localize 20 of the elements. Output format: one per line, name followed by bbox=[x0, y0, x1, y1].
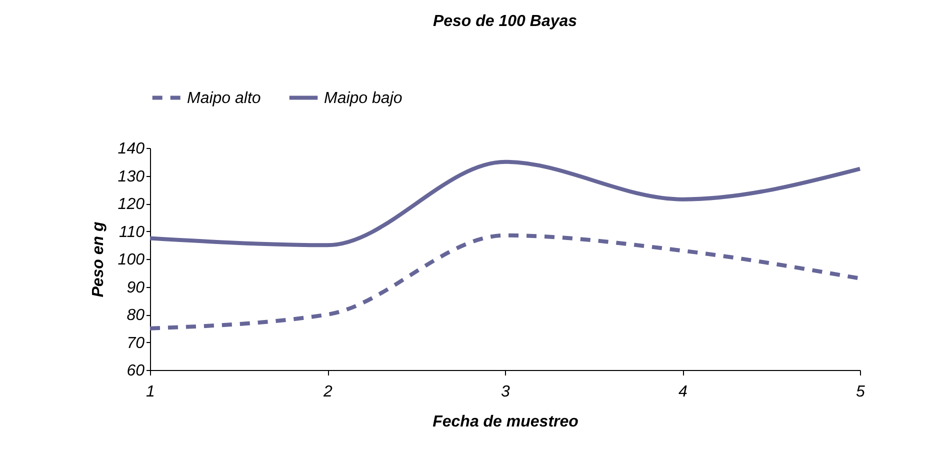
x-tick-label: 3 bbox=[501, 384, 510, 400]
x-tick-label: 2 bbox=[322, 384, 333, 400]
y-tick-label: 80 bbox=[126, 307, 145, 324]
y-axis-title: Peso en g bbox=[90, 221, 107, 298]
x-tick-label: 4 bbox=[678, 384, 688, 400]
y-tick-label: 130 bbox=[118, 168, 145, 186]
y-tick-label: 120 bbox=[118, 196, 145, 213]
x-tick-label: 5 bbox=[856, 384, 866, 400]
y-tick-label: 100 bbox=[118, 252, 145, 268]
y-tick-label: 90 bbox=[126, 279, 145, 296]
y-tick-label: 60 bbox=[126, 362, 145, 380]
y-tick-label: 110 bbox=[118, 224, 145, 241]
y-tick-label: 70 bbox=[126, 334, 145, 352]
x-axis-title: Fecha de muestreo bbox=[432, 414, 579, 430]
x-tick-label: 1 bbox=[146, 384, 155, 400]
chart-title: Peso de 100 Bayas bbox=[432, 13, 578, 30]
legend-label: Maipo bajo bbox=[324, 90, 402, 107]
legend-label: Maipo alto bbox=[187, 90, 261, 107]
y-tick-label: 140 bbox=[118, 140, 145, 158]
line-series bbox=[148, 160, 862, 248]
